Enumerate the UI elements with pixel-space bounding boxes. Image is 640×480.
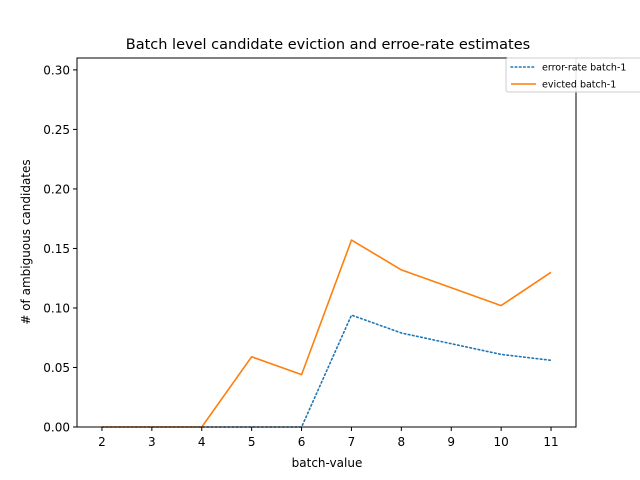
y-tick-label: 0.15	[43, 242, 70, 256]
legend-label-2: evicted batch-1	[542, 80, 616, 91]
x-tick-label: 7	[348, 435, 356, 449]
plot-area	[76, 57, 577, 428]
x-tick-label: 4	[198, 435, 206, 449]
y-tick-label: 0.25	[43, 123, 70, 137]
y-tick-label: 0.05	[43, 361, 70, 375]
legend: error-rate batch-1 evicted batch-1	[505, 57, 640, 93]
x-tick-label: 8	[398, 435, 406, 449]
series-layer	[101, 239, 552, 428]
x-tick-label: 6	[298, 435, 306, 449]
chart-title: Batch level candidate eviction and erroe…	[126, 37, 530, 53]
y-tick-label: 0.30	[43, 63, 70, 77]
plot-frame	[76, 57, 577, 428]
legend-label-1: error-rate batch-1	[542, 63, 626, 74]
series-line-1	[101, 314, 552, 428]
x-tick-label: 10	[494, 435, 509, 449]
series-line-2	[102, 239, 552, 428]
y-tick-label: 0.20	[43, 182, 70, 196]
x-axis-label: batch-value	[292, 456, 363, 470]
x-tick-label: 3	[148, 435, 156, 449]
x-tick-label: 11	[543, 435, 558, 449]
x-tick-label: 2	[98, 435, 106, 449]
y-tick-label: 0.10	[43, 301, 70, 315]
legend-box	[505, 57, 640, 93]
x-tick-label: 9	[447, 435, 455, 449]
y-axis: 0.00 0.05 0.10 0.15 0.20 0.25 0.30	[43, 63, 77, 435]
y-tick-label: 0.00	[43, 421, 70, 435]
x-tick-label: 5	[248, 435, 256, 449]
x-axis: 2 3 4 5 6 7 8 9 10 11	[98, 427, 559, 449]
y-axis-label: # of ambiguous candidates	[19, 159, 33, 324]
